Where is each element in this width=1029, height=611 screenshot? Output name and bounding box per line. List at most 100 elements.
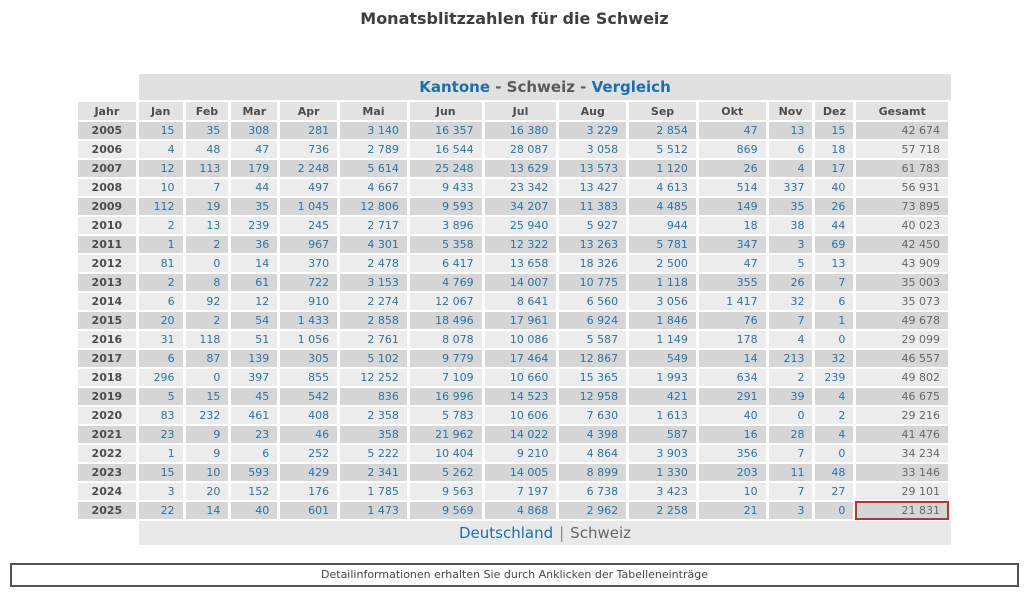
month-value-cell[interactable]: 0 (815, 502, 854, 519)
month-value-cell[interactable]: 5 262 (409, 464, 482, 481)
month-value-cell[interactable]: 7 (768, 445, 813, 462)
month-value-cell[interactable]: 118 (185, 331, 229, 348)
month-value-cell[interactable]: 3 229 (559, 122, 627, 139)
month-value-cell[interactable]: 0 (815, 331, 854, 348)
month-value-cell[interactable]: 5 222 (340, 445, 407, 462)
month-value-cell[interactable]: 10 (185, 464, 229, 481)
month-value-cell[interactable]: 83 (138, 407, 183, 424)
month-value-cell[interactable]: 1 045 (280, 198, 338, 215)
month-value-cell[interactable]: 10 (138, 179, 183, 196)
month-value-cell[interactable]: 176 (280, 483, 338, 500)
month-value-cell[interactable]: 1 433 (280, 312, 338, 329)
month-value-cell[interactable]: 421 (629, 388, 696, 405)
month-value-cell[interactable]: 291 (698, 388, 766, 405)
month-value-cell[interactable]: 601 (280, 502, 338, 519)
month-value-cell[interactable]: 2 717 (340, 217, 407, 234)
month-value-cell[interactable]: 40 (698, 407, 766, 424)
month-value-cell[interactable]: 28 (768, 426, 813, 443)
kantone-link[interactable]: Kantone (419, 78, 490, 96)
month-value-cell[interactable]: 1 (138, 445, 183, 462)
month-value-cell[interactable]: 54 (231, 312, 278, 329)
month-value-cell[interactable]: 4 (768, 331, 813, 348)
month-value-cell[interactable]: 910 (280, 293, 338, 310)
month-value-cell[interactable]: 213 (768, 350, 813, 367)
month-value-cell[interactable]: 0 (185, 255, 229, 272)
month-value-cell[interactable]: 112 (138, 198, 183, 215)
month-value-cell[interactable]: 1 149 (629, 331, 696, 348)
month-value-cell[interactable]: 27 (815, 483, 854, 500)
month-value-cell[interactable]: 736 (280, 141, 338, 158)
month-value-cell[interactable]: 5 512 (629, 141, 696, 158)
month-value-cell[interactable]: 2 478 (340, 255, 407, 272)
month-value-cell[interactable]: 17 961 (484, 312, 557, 329)
month-value-cell[interactable]: 8 641 (484, 293, 557, 310)
month-value-cell[interactable]: 15 (185, 388, 229, 405)
month-value-cell[interactable]: 6 738 (559, 483, 627, 500)
month-value-cell[interactable]: 355 (698, 274, 766, 291)
month-value-cell[interactable]: 1 785 (340, 483, 407, 500)
month-value-cell[interactable]: 5 927 (559, 217, 627, 234)
month-value-cell[interactable]: 2 341 (340, 464, 407, 481)
month-value-cell[interactable]: 18 496 (409, 312, 482, 329)
month-value-cell[interactable]: 3 903 (629, 445, 696, 462)
month-value-cell[interactable]: 10 404 (409, 445, 482, 462)
month-value-cell[interactable]: 14 523 (484, 388, 557, 405)
month-value-cell[interactable]: 232 (185, 407, 229, 424)
month-value-cell[interactable]: 14 (231, 255, 278, 272)
month-value-cell[interactable]: 34 207 (484, 198, 557, 215)
month-value-cell[interactable]: 12 (231, 293, 278, 310)
month-value-cell[interactable]: 3 153 (340, 274, 407, 291)
deutschland-link[interactable]: Deutschland (458, 524, 554, 542)
month-value-cell[interactable]: 13 263 (559, 236, 627, 253)
month-value-cell[interactable]: 2 248 (280, 160, 338, 177)
month-value-cell[interactable]: 81 (138, 255, 183, 272)
month-value-cell[interactable]: 16 544 (409, 141, 482, 158)
month-value-cell[interactable]: 18 326 (559, 255, 627, 272)
month-value-cell[interactable]: 51 (231, 331, 278, 348)
month-value-cell[interactable]: 1 (138, 236, 183, 253)
month-value-cell[interactable]: 18 (815, 141, 854, 158)
month-value-cell[interactable]: 2 962 (559, 502, 627, 519)
month-value-cell[interactable]: 4 398 (559, 426, 627, 443)
month-value-cell[interactable]: 4 613 (629, 179, 696, 196)
month-value-cell[interactable]: 239 (815, 369, 854, 386)
month-value-cell[interactable]: 514 (698, 179, 766, 196)
month-value-cell[interactable]: 46 (280, 426, 338, 443)
month-value-cell[interactable]: 16 996 (409, 388, 482, 405)
month-value-cell[interactable]: 2 (138, 217, 183, 234)
month-value-cell[interactable]: 4 (138, 141, 183, 158)
month-value-cell[interactable]: 14 005 (484, 464, 557, 481)
month-value-cell[interactable]: 308 (231, 122, 278, 139)
month-value-cell[interactable]: 0 (815, 445, 854, 462)
month-value-cell[interactable]: 10 086 (484, 331, 557, 348)
month-value-cell[interactable]: 1 846 (629, 312, 696, 329)
month-value-cell[interactable]: 634 (698, 369, 766, 386)
month-value-cell[interactable]: 2 761 (340, 331, 407, 348)
month-value-cell[interactable]: 40 (231, 502, 278, 519)
month-value-cell[interactable]: 370 (280, 255, 338, 272)
month-value-cell[interactable]: 1 417 (698, 293, 766, 310)
month-value-cell[interactable]: 17 464 (484, 350, 557, 367)
month-value-cell[interactable]: 7 197 (484, 483, 557, 500)
month-value-cell[interactable]: 13 (815, 255, 854, 272)
month-value-cell[interactable]: 7 (768, 312, 813, 329)
month-value-cell[interactable]: 16 380 (484, 122, 557, 139)
month-value-cell[interactable]: 4 667 (340, 179, 407, 196)
month-value-cell[interactable]: 722 (280, 274, 338, 291)
month-value-cell[interactable]: 2 (185, 312, 229, 329)
month-value-cell[interactable]: 47 (231, 141, 278, 158)
month-value-cell[interactable]: 11 (768, 464, 813, 481)
month-value-cell[interactable]: 16 (698, 426, 766, 443)
month-value-cell[interactable]: 32 (768, 293, 813, 310)
month-value-cell[interactable]: 1 056 (280, 331, 338, 348)
month-value-cell[interactable]: 4 485 (629, 198, 696, 215)
month-value-cell[interactable]: 429 (280, 464, 338, 481)
month-value-cell[interactable]: 9 210 (484, 445, 557, 462)
month-value-cell[interactable]: 15 365 (559, 369, 627, 386)
month-value-cell[interactable]: 13 427 (559, 179, 627, 196)
month-value-cell[interactable]: 3 140 (340, 122, 407, 139)
month-value-cell[interactable]: 347 (698, 236, 766, 253)
month-value-cell[interactable]: 5 781 (629, 236, 696, 253)
month-value-cell[interactable]: 13 658 (484, 255, 557, 272)
month-value-cell[interactable]: 9 433 (409, 179, 482, 196)
